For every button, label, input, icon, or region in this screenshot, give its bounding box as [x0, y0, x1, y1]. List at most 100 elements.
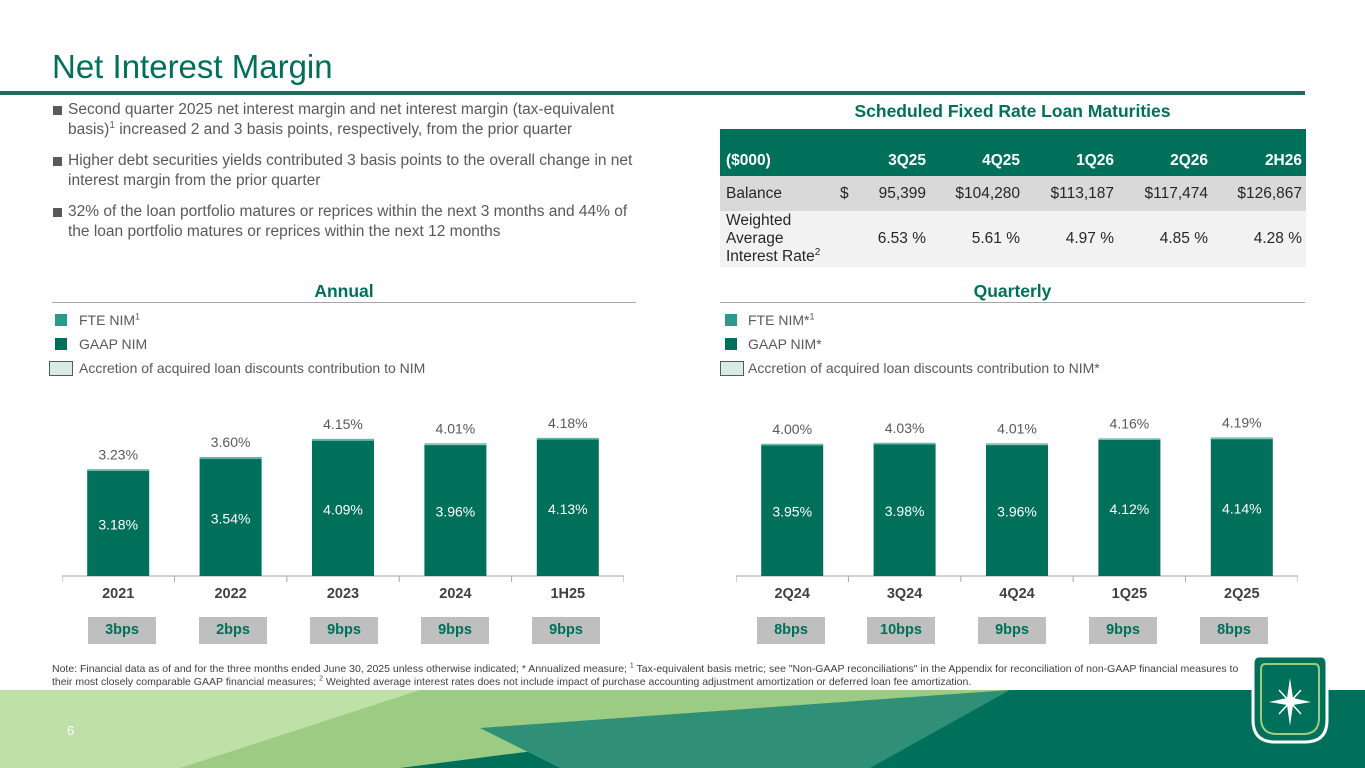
gaap-nim-bar [87, 470, 150, 576]
gaap-swatch-icon [725, 338, 737, 350]
footnote-marker: 1 [629, 662, 634, 670]
footnote-text: Note: Financial data as of and for the t… [52, 663, 1252, 689]
gaap-nim-bar [986, 445, 1048, 576]
legend-label: FTE NIM [79, 312, 135, 328]
currency-symbol: $ [840, 184, 849, 202]
quarterly-section-divider [720, 302, 1305, 303]
note-part: Tax-equivalent basis metric; see "Non-GA… [52, 663, 1239, 688]
gaap-nim-bar [761, 445, 824, 576]
footnote-marker: 1 [809, 311, 815, 322]
table-cell: 4.85 % [1118, 211, 1212, 267]
gaap-nim-bar [1098, 439, 1161, 576]
note-part: Note: Financial data as of and for the t… [52, 663, 630, 675]
fte-nim-label: 4.00% [772, 421, 812, 437]
accretion-swatch-icon [49, 361, 73, 376]
quarterly-bps-badge: 8bps [1200, 617, 1268, 644]
legend-item-accretion: Accretion of acquired loan discounts con… [720, 359, 1100, 383]
accretion-bar [199, 457, 262, 459]
bullet-square-icon [53, 157, 62, 166]
table-cell: $95,399 [830, 176, 930, 211]
table-header-cell: 2Q26 [1118, 129, 1212, 176]
gaap-nim-label: 3.98% [885, 503, 925, 519]
bullet-list: Second quarter 2025 net interest margin … [52, 100, 652, 253]
gaap-nim-label: 4.12% [1110, 501, 1150, 517]
x-tick-label: 2Q24 [774, 586, 809, 602]
annual-bps-badge: 9bps [310, 617, 378, 644]
table-cell: 5.61 % [930, 211, 1024, 267]
footer-mid-shape [480, 690, 1010, 768]
annual-chart: 3.18% 3.23% 2021 3.54% 3.60% 2022 4.09% 4.15% 20… [62, 415, 624, 602]
quarterly-bps-badge: 9bps [1089, 617, 1157, 644]
table-cell: 6.53 % [830, 211, 930, 267]
gaap-nim-label: 3.18% [98, 516, 138, 532]
table-cell: 4.28 % [1212, 211, 1306, 267]
gaap-nim-bar [424, 445, 487, 576]
fte-nim-label: 4.16% [1110, 416, 1150, 432]
annual-section-title: Annual [314, 281, 374, 301]
gaap-nim-bar [199, 459, 262, 576]
legend-item-fte: FTE NIM*1 [722, 311, 1100, 335]
accretion-bar [424, 443, 487, 445]
x-tick-label: 2021 [102, 586, 134, 602]
footer-band [0, 690, 1365, 768]
bullet-text: Second quarter 2025 net interest margin … [68, 101, 615, 138]
quarterly-bps-badge: 8bps [757, 617, 825, 644]
x-tick-label: 2Q25 [1224, 586, 1259, 602]
table-cell: $113,187 [1024, 176, 1118, 211]
bullet-item: Second quarter 2025 net interest margin … [52, 100, 652, 140]
footer-dark-shape [900, 690, 1365, 768]
table-cell: $117,474 [1118, 176, 1212, 211]
annual-legend: FTE NIM1 GAAP NIM Accretion of acquired … [49, 311, 425, 383]
gaap-swatch-icon [55, 338, 67, 350]
x-tick-label: 2022 [214, 586, 246, 602]
table-cell: $104,280 [930, 176, 1024, 211]
fte-nim-label: 4.01% [436, 420, 476, 436]
fte-nim-label: 4.15% [323, 416, 363, 432]
x-tick-label: 1Q25 [1112, 586, 1147, 602]
gaap-nim-bar [312, 440, 374, 576]
bullet-text-cont: increased 2 and 3 basis points, respecti… [114, 121, 573, 138]
table-header-cell: 4Q25 [930, 129, 1024, 176]
accretion-bar [87, 469, 150, 471]
accretion-swatch-icon [720, 361, 744, 376]
gaap-nim-bar [536, 439, 599, 576]
row-label: Weighted Average Interest Rate2 [720, 211, 830, 267]
accretion-bar [1210, 438, 1273, 440]
x-tick-label: 4Q24 [999, 586, 1034, 602]
fte-nim-label: 3.23% [98, 446, 138, 462]
accretion-bar [312, 439, 374, 441]
legend-label: GAAP NIM* [748, 336, 822, 352]
footer-lighter-shape [0, 690, 420, 768]
bullet-text: Higher debt securities yields contribute… [68, 152, 633, 189]
bullet-text: 32% of the loan portfolio matures or rep… [68, 203, 628, 240]
bullet-square-icon [53, 106, 62, 115]
maturities-table-title: Scheduled Fixed Rate Loan Maturities [854, 101, 1171, 121]
fte-nim-label: 4.03% [885, 420, 925, 436]
annual-bps-badge: 3bps [88, 617, 156, 644]
gaap-nim-label: 4.13% [548, 501, 588, 517]
table-cell: $126,867 [1212, 176, 1306, 211]
legend-item-gaap: GAAP NIM [52, 335, 425, 359]
legend-label: Accretion of acquired loan discounts con… [748, 360, 1100, 376]
accretion-bar [761, 444, 824, 446]
x-tick-label: 1H25 [550, 586, 585, 602]
gaap-nim-label: 4.14% [1222, 501, 1262, 517]
gaap-nim-bar [1210, 439, 1273, 576]
quarterly-section-title: Quarterly [973, 281, 1052, 301]
quarterly-legend: FTE NIM*1 GAAP NIM* Accretion of acquire… [720, 311, 1100, 383]
gaap-nim-label: 3.96% [997, 504, 1037, 520]
cell-value: 95,399 [878, 184, 926, 202]
fte-nim-label: 4.18% [548, 415, 588, 431]
table-header-cell: 3Q25 [830, 129, 930, 176]
bullet-item: Higher debt securities yields contribute… [52, 151, 652, 191]
bullet-item: 32% of the loan portfolio matures or rep… [52, 202, 652, 242]
x-tick-label: 2024 [439, 586, 471, 602]
table-row: Weighted Average Interest Rate2 6.53 % 5… [720, 211, 1306, 267]
row-label-text: Weighted Average Interest Rate [726, 212, 815, 265]
title-divider [0, 91, 1305, 95]
gaap-nim-label: 4.09% [323, 501, 363, 517]
gaap-nim-bar [873, 444, 936, 576]
quarterly-chart: 3.95% 4.00% 2Q24 3.98% 4.03% 3Q24 3.96% 4.01% 4Q… [736, 415, 1298, 602]
annual-section-divider [52, 302, 636, 303]
annual-bps-badge: 9bps [421, 617, 489, 644]
